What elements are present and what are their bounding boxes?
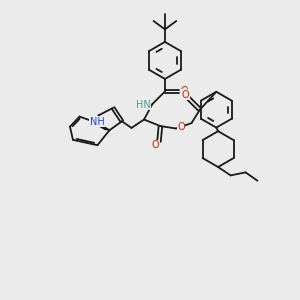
Text: O: O [182,90,189,100]
Text: O: O [152,140,159,150]
Text: HN: HN [136,100,151,110]
Text: NH: NH [90,117,104,127]
Text: O: O [177,122,185,132]
Text: O: O [181,86,188,97]
